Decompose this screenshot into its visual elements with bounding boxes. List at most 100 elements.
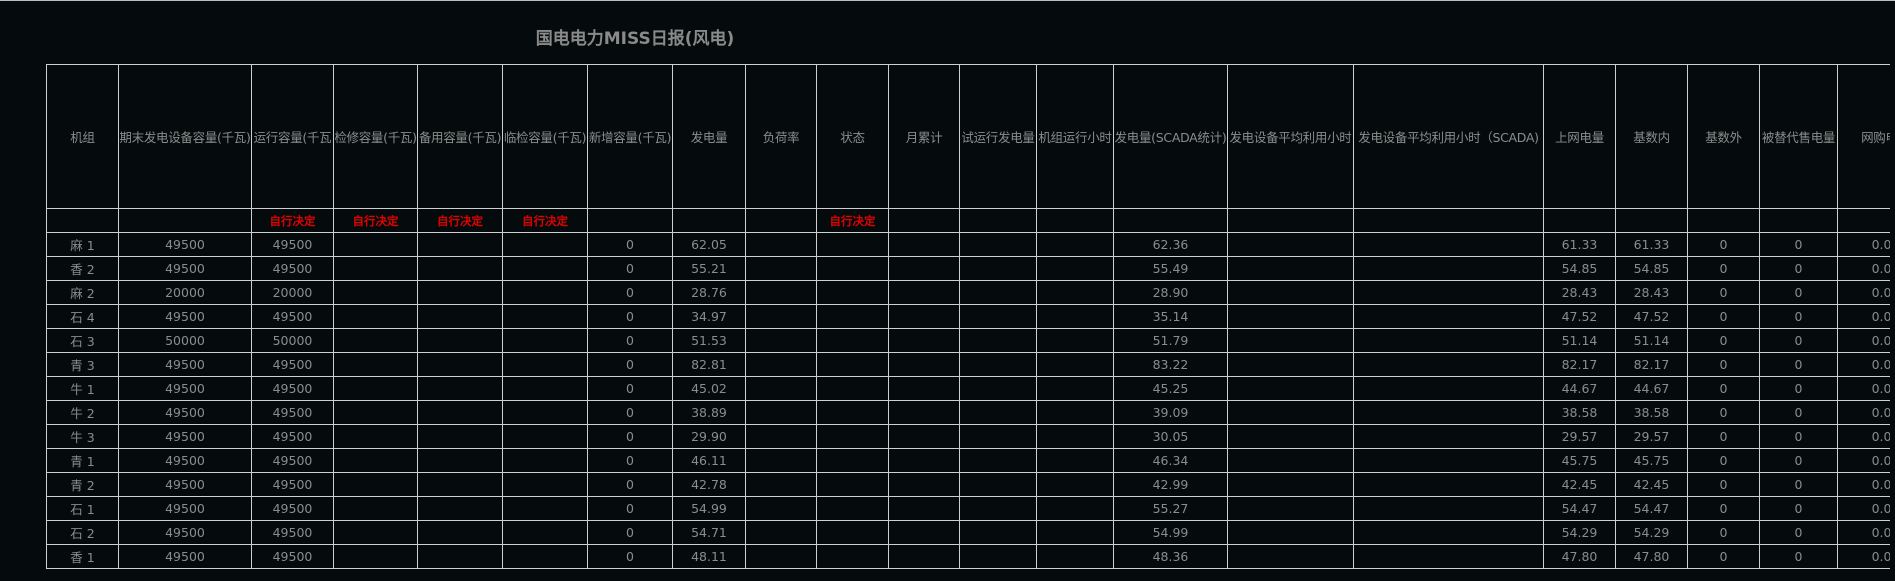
table-cell xyxy=(1227,328,1354,353)
table-cell: 0 xyxy=(587,376,673,401)
table-cell: 49500 xyxy=(251,376,334,401)
sub-header-cell xyxy=(1615,208,1688,233)
table-cell xyxy=(1353,304,1544,329)
table-cell xyxy=(959,520,1037,545)
table-cell: 0 xyxy=(1759,400,1838,425)
table-cell: 54.99 xyxy=(1113,520,1228,545)
table-cell xyxy=(816,352,889,377)
table-cell: 49500 xyxy=(118,304,252,329)
table-cell: 49500 xyxy=(251,256,334,281)
table-cell xyxy=(417,544,503,569)
table-cell: 0.00 xyxy=(1837,400,1890,425)
table-cell xyxy=(816,328,889,353)
table-cell: 0.00 xyxy=(1837,352,1890,377)
table-cell: 38.58 xyxy=(1615,400,1688,425)
table-cell xyxy=(888,328,960,353)
table-cell xyxy=(959,304,1037,329)
table-cell xyxy=(1036,280,1114,305)
table-cell xyxy=(888,448,960,473)
table-cell xyxy=(1036,472,1114,497)
table-cell xyxy=(745,520,817,545)
table-cell xyxy=(888,472,960,497)
table-cell: 48.36 xyxy=(1113,544,1228,569)
table-cell: 0.00 xyxy=(1837,520,1890,545)
table-cell: 55.21 xyxy=(672,256,746,281)
table-cell: 0 xyxy=(1759,328,1838,353)
table-cell xyxy=(888,400,960,425)
unit-name-cell: 石 3 xyxy=(46,328,119,353)
table-cell xyxy=(816,496,889,521)
table-cell xyxy=(816,400,889,425)
table-cell xyxy=(333,304,418,329)
table-cell: 0.00 xyxy=(1837,256,1890,281)
sub-header-cell xyxy=(1543,208,1616,233)
table-cell: 0 xyxy=(1687,280,1760,305)
table-cell: 45.75 xyxy=(1615,448,1688,473)
table-cell: 49500 xyxy=(251,448,334,473)
table-cell xyxy=(502,520,588,545)
table-cell xyxy=(1353,400,1544,425)
table-cell: 49500 xyxy=(251,520,334,545)
table-cell xyxy=(816,520,889,545)
table-cell xyxy=(745,544,817,569)
table-cell: 0 xyxy=(587,448,673,473)
table-cell: 0 xyxy=(587,280,673,305)
table-cell xyxy=(333,496,418,521)
table-cell: 0.00 xyxy=(1837,544,1890,569)
table-cell xyxy=(816,448,889,473)
table-cell: 0 xyxy=(1687,256,1760,281)
table-cell xyxy=(745,304,817,329)
column-header: 网购电量 xyxy=(1837,64,1890,209)
table-cell xyxy=(745,256,817,281)
table-cell: 42.45 xyxy=(1615,472,1688,497)
table-cell xyxy=(1036,376,1114,401)
sub-header-cell: 自行决定 xyxy=(251,208,334,233)
table-cell: 29.90 xyxy=(672,424,746,449)
table-cell xyxy=(502,376,588,401)
table-cell: 0 xyxy=(1759,232,1838,257)
table-cell xyxy=(1227,544,1354,569)
table-cell xyxy=(1036,352,1114,377)
table-cell: 49500 xyxy=(118,256,252,281)
sub-header-cell xyxy=(46,208,119,233)
column-header: 负荷率 xyxy=(745,64,817,209)
table-cell: 0.00 xyxy=(1837,232,1890,257)
table-cell: 42.78 xyxy=(672,472,746,497)
table-cell xyxy=(1036,424,1114,449)
column-header: 被替代售电量 xyxy=(1759,64,1838,209)
table-cell: 54.85 xyxy=(1543,256,1616,281)
unit-name-cell: 香 2 xyxy=(46,256,119,281)
table-cell: 49500 xyxy=(118,232,252,257)
table-cell: 49500 xyxy=(251,232,334,257)
table-cell: 47.80 xyxy=(1615,544,1688,569)
table-cell: 49500 xyxy=(118,352,252,377)
table-cell: 47.52 xyxy=(1615,304,1688,329)
table-cell xyxy=(1353,472,1544,497)
table-cell xyxy=(816,376,889,401)
table-cell xyxy=(959,376,1037,401)
table-cell xyxy=(816,280,889,305)
table-cell xyxy=(1227,496,1354,521)
table-cell xyxy=(502,352,588,377)
table-cell: 30.05 xyxy=(1113,424,1228,449)
table-cell: 45.02 xyxy=(672,376,746,401)
table-cell xyxy=(1353,424,1544,449)
table-cell: 46.11 xyxy=(672,448,746,473)
unit-name-cell: 牛 2 xyxy=(46,400,119,425)
table-cell xyxy=(1036,232,1114,257)
table-cell xyxy=(959,496,1037,521)
table-cell xyxy=(745,328,817,353)
table-cell xyxy=(1227,400,1354,425)
table-cell xyxy=(1036,520,1114,545)
table-cell: 42.99 xyxy=(1113,472,1228,497)
table-cell xyxy=(333,544,418,569)
column-header: 发电设备平均利用小时 xyxy=(1227,64,1354,209)
column-header: 基数外 xyxy=(1687,64,1760,209)
table-cell xyxy=(502,304,588,329)
table-cell: 0 xyxy=(587,520,673,545)
